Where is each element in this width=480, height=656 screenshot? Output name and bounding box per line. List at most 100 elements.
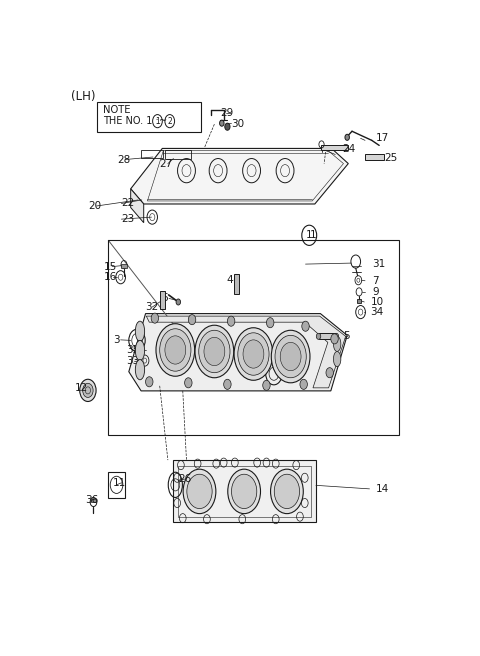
Polygon shape: [146, 316, 346, 388]
Circle shape: [80, 379, 96, 401]
Text: 33: 33: [126, 356, 140, 365]
Text: 25: 25: [384, 153, 397, 163]
Text: 14: 14: [375, 484, 389, 494]
Text: THE NO. 1 :: THE NO. 1 :: [103, 116, 158, 126]
Text: ~: ~: [159, 116, 168, 126]
Polygon shape: [173, 460, 316, 522]
Text: 35: 35: [126, 346, 140, 356]
Circle shape: [165, 336, 186, 364]
Bar: [108, 240, 398, 435]
Polygon shape: [129, 314, 347, 391]
Text: 2: 2: [290, 370, 297, 380]
Text: 1: 1: [306, 230, 312, 240]
Bar: [121, 264, 127, 268]
Text: 27: 27: [160, 159, 173, 169]
Text: 3: 3: [113, 335, 120, 345]
Text: 4: 4: [227, 276, 233, 285]
Text: 5: 5: [344, 331, 350, 341]
Bar: [178, 466, 311, 517]
Circle shape: [188, 315, 196, 325]
Circle shape: [316, 333, 321, 339]
Circle shape: [243, 340, 264, 368]
Bar: [365, 155, 384, 159]
Circle shape: [302, 321, 309, 331]
Bar: [165, 150, 191, 159]
Text: 6: 6: [161, 293, 168, 304]
Bar: [319, 333, 336, 339]
Bar: [91, 499, 96, 502]
Polygon shape: [131, 148, 348, 204]
Bar: [234, 274, 240, 295]
Circle shape: [83, 383, 93, 398]
Circle shape: [176, 299, 180, 305]
Ellipse shape: [135, 340, 144, 361]
Circle shape: [225, 123, 230, 131]
Ellipse shape: [334, 352, 341, 367]
Bar: [357, 299, 361, 303]
Circle shape: [238, 333, 269, 375]
Circle shape: [334, 333, 338, 339]
Ellipse shape: [135, 321, 144, 341]
Bar: [108, 472, 125, 498]
Text: 20: 20: [88, 201, 101, 211]
Bar: [321, 146, 348, 150]
Ellipse shape: [135, 359, 144, 380]
Text: 1: 1: [310, 230, 317, 240]
Text: 26: 26: [178, 474, 192, 483]
Text: 2: 2: [168, 117, 172, 126]
Circle shape: [326, 367, 334, 378]
Text: 9: 9: [372, 287, 379, 297]
Text: 11: 11: [113, 478, 126, 488]
Ellipse shape: [334, 337, 341, 352]
Bar: [160, 291, 165, 308]
Polygon shape: [131, 189, 144, 222]
Circle shape: [263, 380, 270, 390]
Text: NOTE: NOTE: [103, 105, 130, 115]
Text: 36: 36: [85, 495, 98, 506]
Circle shape: [187, 474, 212, 508]
Circle shape: [231, 474, 257, 508]
Text: 32: 32: [145, 302, 158, 312]
Text: 23: 23: [121, 214, 134, 224]
Circle shape: [280, 342, 301, 371]
Text: 10: 10: [371, 297, 384, 307]
Text: 34: 34: [371, 307, 384, 317]
Circle shape: [266, 318, 274, 328]
Circle shape: [160, 329, 191, 371]
Circle shape: [331, 334, 338, 344]
Text: 16: 16: [104, 272, 117, 281]
Circle shape: [156, 323, 195, 377]
Text: (LH): (LH): [71, 90, 96, 103]
Text: 29: 29: [220, 108, 233, 118]
Text: 30: 30: [231, 119, 244, 129]
Circle shape: [300, 379, 307, 390]
Circle shape: [228, 316, 235, 326]
Bar: [141, 150, 163, 157]
Circle shape: [271, 469, 303, 514]
Text: 7: 7: [372, 276, 379, 286]
Circle shape: [204, 337, 225, 365]
Circle shape: [271, 330, 310, 383]
Text: 15: 15: [104, 262, 117, 272]
Text: 17: 17: [376, 133, 389, 143]
Circle shape: [183, 469, 216, 514]
Circle shape: [224, 379, 231, 390]
Bar: [97, 102, 202, 132]
Text: 1: 1: [155, 117, 160, 126]
Text: 31: 31: [372, 259, 386, 269]
Circle shape: [234, 328, 273, 380]
Circle shape: [145, 377, 153, 387]
Circle shape: [219, 120, 224, 126]
Text: 24: 24: [342, 144, 355, 154]
Circle shape: [228, 469, 261, 514]
Text: 12: 12: [75, 383, 88, 393]
Circle shape: [139, 348, 143, 353]
Text: 22: 22: [121, 199, 134, 209]
Circle shape: [151, 313, 158, 323]
Circle shape: [199, 330, 230, 373]
Circle shape: [185, 378, 192, 388]
Circle shape: [274, 474, 300, 508]
Text: 8: 8: [270, 356, 277, 365]
Circle shape: [345, 134, 349, 140]
Circle shape: [195, 325, 234, 378]
